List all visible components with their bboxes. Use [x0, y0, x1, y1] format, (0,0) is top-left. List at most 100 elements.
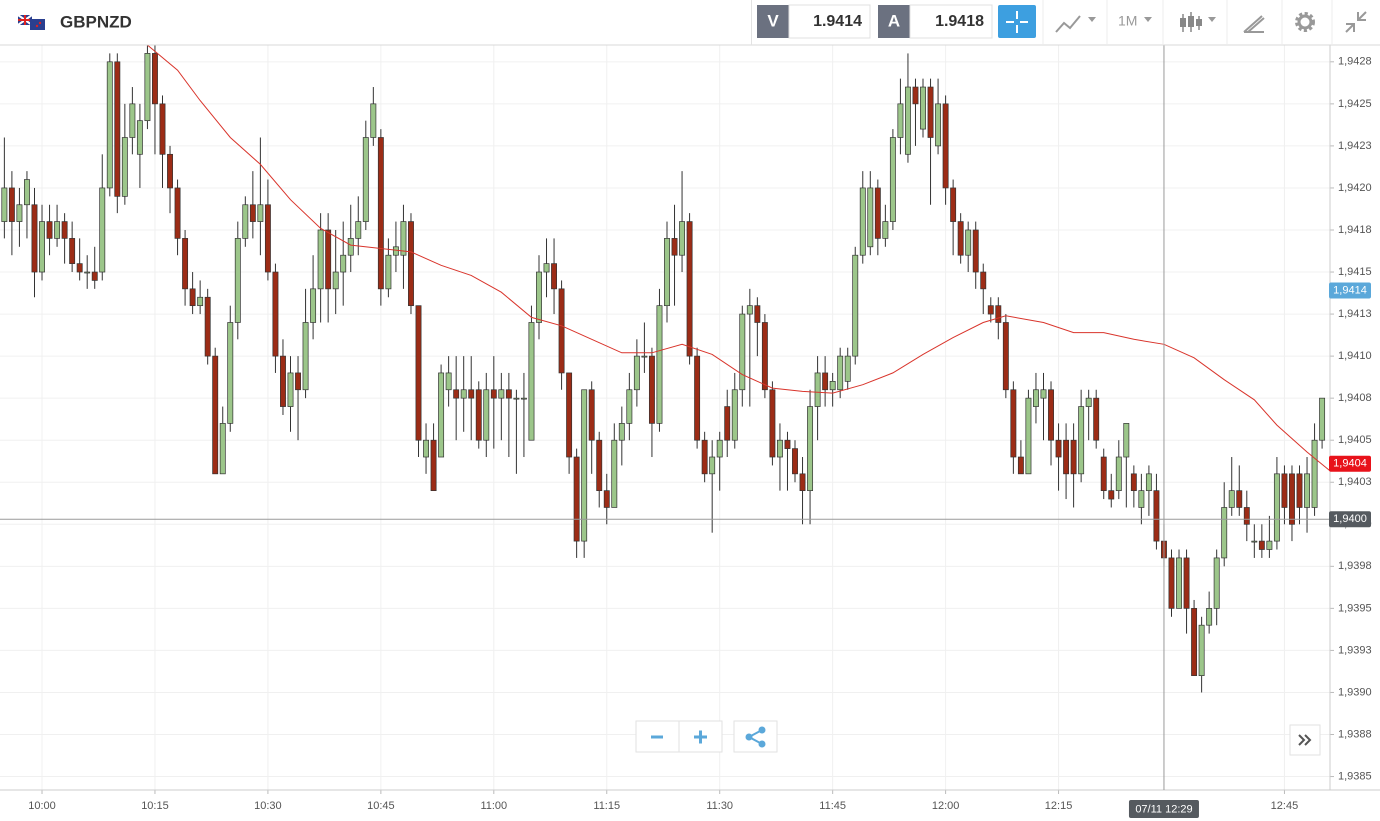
candle-type-button[interactable]	[1180, 12, 1216, 32]
candle-body	[859, 187, 866, 256]
candle-body	[724, 406, 731, 441]
candle-body	[31, 204, 38, 273]
candle-body	[121, 137, 128, 197]
candle-body	[54, 221, 61, 239]
candle-body	[362, 137, 369, 222]
crosshair-y-box	[1329, 511, 1371, 528]
y-tick-label: 1,9398	[1338, 560, 1372, 572]
candle-body	[581, 389, 588, 542]
collapse-button[interactable]	[1345, 11, 1367, 33]
candle-body	[377, 137, 384, 290]
candle-body	[513, 397, 520, 400]
crosshair-button[interactable]	[998, 5, 1036, 38]
candle-body	[972, 229, 979, 273]
candle-body	[1319, 397, 1326, 441]
candle-body	[264, 204, 271, 273]
candle-body	[648, 355, 655, 424]
candle-body	[1153, 490, 1160, 542]
candle-body	[1183, 557, 1190, 609]
x-tick-label: 11:15	[593, 800, 620, 812]
y-tick-label: 1,9408	[1338, 392, 1372, 404]
x-tick-label: 10:30	[254, 800, 282, 812]
candle-body	[1191, 608, 1198, 676]
candle-body	[91, 271, 98, 281]
candle-body	[1100, 456, 1107, 492]
sell-button[interactable]: V 1.9414	[757, 4, 871, 39]
candle-body	[701, 439, 708, 475]
zoom-out-button[interactable]	[635, 720, 680, 753]
y-tick-label: 1,9385	[1338, 770, 1372, 782]
candle-body	[39, 221, 45, 273]
price-marker	[1329, 282, 1371, 299]
buy-price: 1.9418	[935, 13, 984, 30]
candle-body	[536, 271, 542, 323]
share-button[interactable]	[733, 720, 778, 753]
x-tick-label: 12:15	[1045, 800, 1073, 812]
candle-body	[792, 448, 798, 475]
candle-body	[385, 254, 392, 290]
candle-body	[114, 61, 121, 197]
chart-style-button[interactable]	[1055, 15, 1096, 33]
crosshair-x-box	[1128, 800, 1199, 818]
crosshair-y-label: 1,9400	[1333, 513, 1367, 525]
candle-body	[829, 380, 836, 391]
scroll-end-button[interactable]	[1289, 724, 1321, 756]
candle-body	[302, 322, 309, 391]
candle-body	[76, 263, 83, 273]
candle-body	[935, 103, 942, 147]
candle-body	[686, 221, 693, 357]
x-tick-label: 10:15	[141, 800, 169, 812]
candle-body	[136, 120, 143, 155]
candle-body	[370, 103, 377, 138]
x-tick-label: 10:00	[28, 800, 56, 812]
price-marker	[1329, 455, 1371, 472]
timeframe-button[interactable]: 1M	[1118, 13, 1152, 29]
zoom-in-button[interactable]	[678, 720, 723, 753]
moving-average	[147, 44, 1330, 471]
candle-body	[1115, 456, 1122, 492]
candle-body	[837, 355, 844, 391]
candle-body	[746, 305, 753, 315]
y-tick-label: 1,9403	[1338, 476, 1372, 488]
candle-body	[761, 322, 768, 391]
candle-body	[784, 439, 791, 449]
candle-body	[1228, 490, 1235, 508]
buy-label-box	[878, 5, 910, 38]
candle-body	[460, 389, 467, 399]
candle-body	[1002, 322, 1009, 391]
y-tick-label: 1,9410	[1338, 350, 1372, 362]
x-tick-label: 11:00	[480, 800, 507, 812]
settings-button[interactable]	[1295, 12, 1315, 32]
candle-body	[1085, 397, 1092, 407]
candle-body	[588, 389, 595, 441]
candle-body	[950, 187, 957, 222]
y-tick-label: 1,9405	[1338, 434, 1372, 446]
candle-body	[664, 238, 670, 307]
x-tick-label: 11:45	[819, 800, 846, 812]
candle-body	[1236, 490, 1243, 508]
candle-body	[46, 221, 53, 239]
candle-body	[445, 372, 452, 391]
price-marker-label: 1,9404	[1333, 458, 1367, 470]
candle-body	[1108, 490, 1115, 500]
candle-body	[453, 389, 460, 399]
toolbar: GBPNZD V 1.9414 A 1.9418 1M	[0, 0, 1380, 46]
candle-body	[204, 296, 211, 357]
candle-body	[1251, 540, 1258, 543]
candle-body	[423, 439, 429, 458]
candle-body	[965, 229, 972, 256]
timeframe: 1M	[1118, 13, 1137, 29]
buy-button[interactable]: A 1.9418	[878, 4, 993, 39]
crosshair-x-label: 07/11 12:29	[1135, 803, 1192, 815]
candle-body	[1266, 540, 1273, 550]
y-tick-label: 1,9418	[1338, 224, 1372, 236]
draw-button[interactable]	[1243, 15, 1265, 33]
candle-body	[889, 137, 896, 222]
candle-body	[957, 221, 964, 256]
y-tick-label: 1,9388	[1338, 728, 1372, 740]
candle-body	[618, 423, 625, 441]
y-tick-label: 1,9425	[1338, 98, 1372, 110]
x-tick-label: 12:00	[932, 800, 960, 812]
